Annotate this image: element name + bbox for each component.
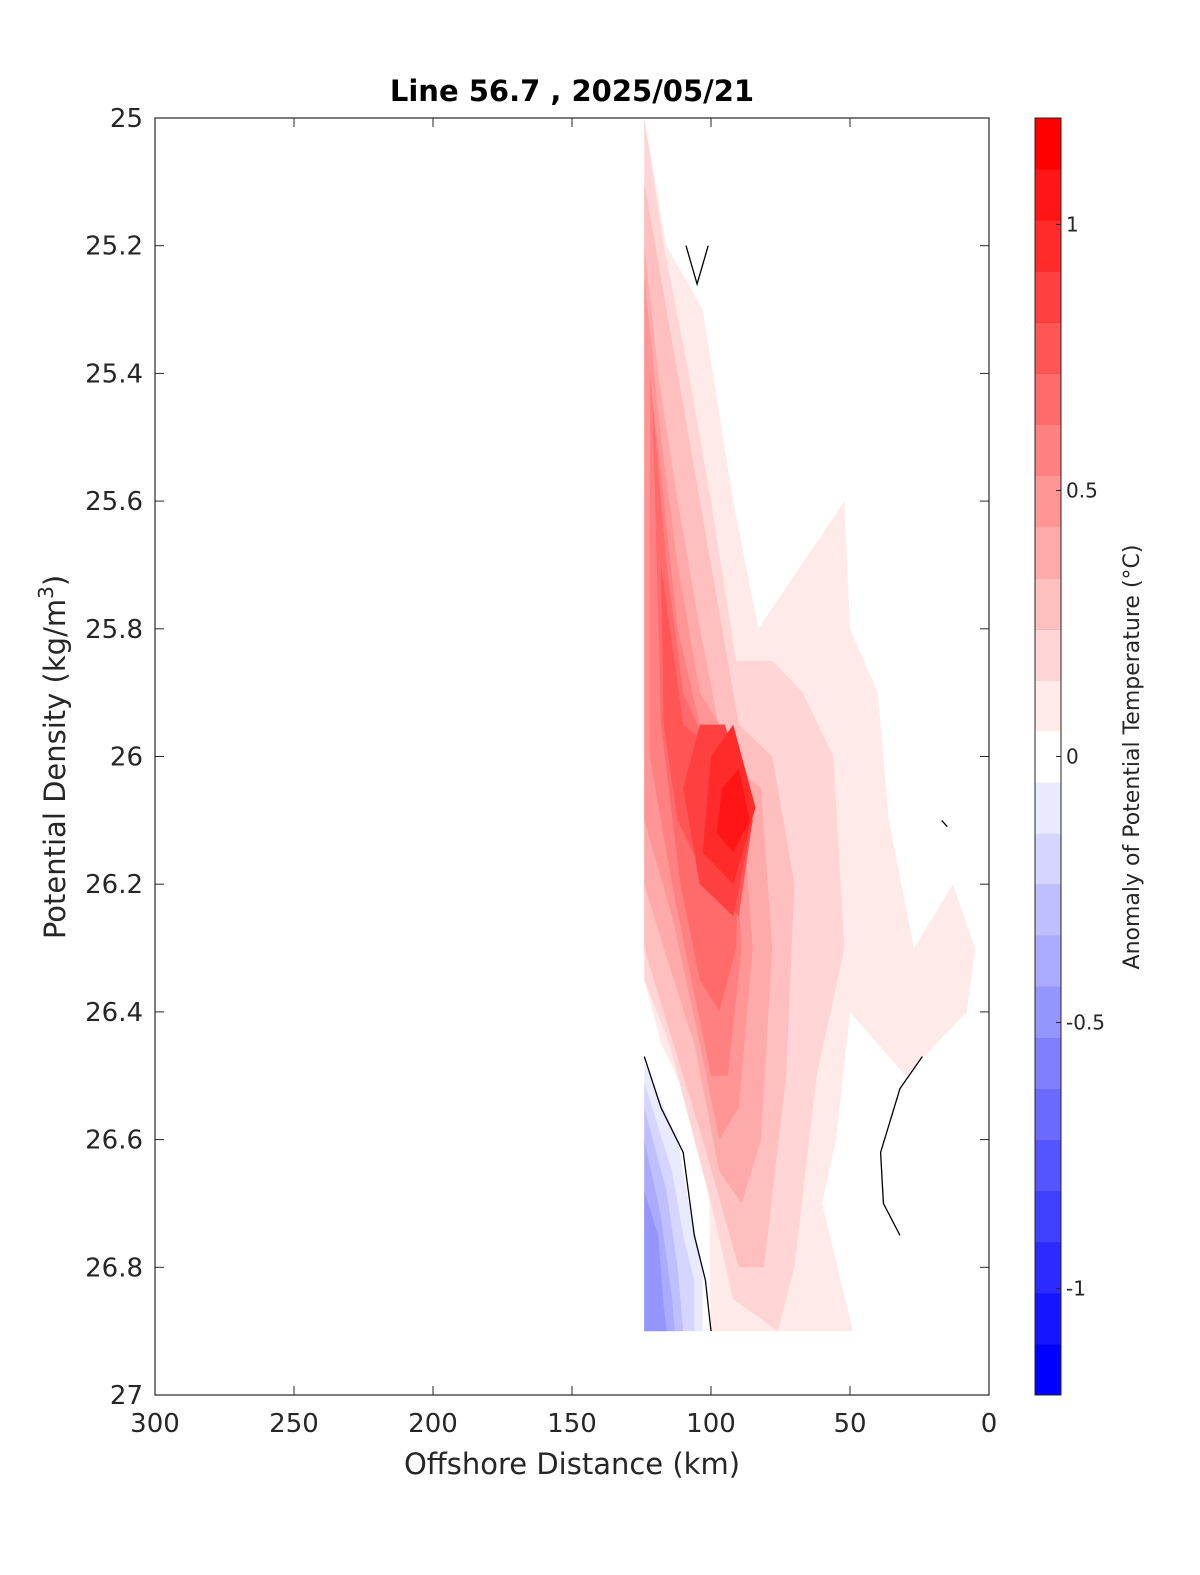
contour-band-10 [716,769,750,853]
x-tick-label-150: 150 [547,1409,597,1439]
x-axis-label: Offshore Distance (km) [404,1447,740,1481]
y-tick-label-0: 25 [110,104,143,134]
y-tick-label-7: 26.4 [85,998,143,1028]
y-axis-label: Potential Density (kg/m3) [34,575,72,939]
colorbar-tick-label-1: -0.5 [1066,1011,1105,1035]
colorbar-segment-1 [1035,1292,1061,1345]
colorbar-segment-2 [1035,1241,1061,1294]
colorbar-tick-label-0: -1 [1066,1277,1086,1301]
x-tick-label-300: 300 [130,1409,180,1439]
colorbar-segment-14 [1035,628,1061,681]
colorbar-segment-20 [1035,322,1061,374]
colorbar: -1 -0.5 0 0.5 1 [1034,117,1105,1396]
y-tick-label-10: 27 [110,1381,143,1411]
y-tick-label-5: 26 [110,743,143,773]
colorbar-segment-9 [1035,884,1061,936]
colorbar-segment-17 [1035,475,1061,528]
colorbar-segment-10 [1035,833,1061,885]
x-tick-label-50: 50 [833,1409,866,1439]
colorbar-segment-21 [1035,271,1061,323]
y-axis-label-suffix: ) [38,575,72,586]
x-tick-label-100: 100 [686,1409,736,1439]
y-tick-label-8: 26.6 [85,1126,143,1156]
zero-contour-line-1 [685,245,709,287]
colorbar-tick-label-2: 0 [1066,745,1079,769]
colorbar-segment-8 [1035,935,1061,987]
colorbar-segment-22 [1035,220,1061,272]
y-tick-label-9: 26.8 [85,1253,143,1283]
colorbar-segment-0 [1035,1343,1061,1396]
zero-contour-line-0 [643,1056,712,1332]
y-tick-label-4: 25.8 [85,615,143,645]
colorbar-segment-3 [1035,1190,1061,1243]
zero-contour-line-3 [941,819,948,828]
colorbar-label: Anomaly of Potential Temperature (°C) [1120,545,1145,970]
zero-contour-line-2 [879,1056,923,1236]
y-tick-label-3: 25.6 [85,487,143,517]
zero-contour-lines [643,245,948,1332]
colorbar-segment-7 [1035,986,1061,1038]
chart-title: Line 56.7 , 2025/05/21 [390,74,754,108]
y-axis-label-text: Potential Density (kg/m [38,599,72,939]
y-tick-label-2: 25.4 [85,359,143,389]
y-tick-label-1: 25.2 [85,232,143,262]
colorbar-tick-label-4: 1 [1066,212,1079,236]
colorbar-tick-label-3: 0.5 [1066,478,1098,502]
colorbar-segment-15 [1035,577,1061,630]
colorbar-segment-18 [1035,424,1061,477]
y-axis: 25 25.2 25.4 25.6 25.8 26 26.2 26.4 26.6 26.8 27 [85,104,989,1411]
y-axis-label-superscript: 3 [34,586,58,599]
colorbar-segment-16 [1035,526,1061,579]
colorbar-segment-11 [1035,782,1061,834]
colorbar-segment-24 [1035,118,1061,170]
colorbar-segment-19 [1035,373,1061,425]
colorbar-segment-4 [1035,1139,1061,1192]
x-tick-label-200: 200 [408,1409,458,1439]
colorbar-segment-23 [1035,169,1061,221]
colorbar-segment-5 [1035,1088,1061,1141]
x-axis: 300 250 200 150 100 50 0 [130,118,997,1439]
y-tick-label-6: 26.2 [85,870,143,900]
contour-band-15 [644,1190,667,1332]
contour-fills [644,118,976,1332]
x-tick-label-250: 250 [269,1409,319,1439]
colorbar-segment-13 [1035,679,1061,732]
x-tick-label-0: 0 [981,1409,998,1439]
colorbar-segment-6 [1035,1037,1061,1089]
